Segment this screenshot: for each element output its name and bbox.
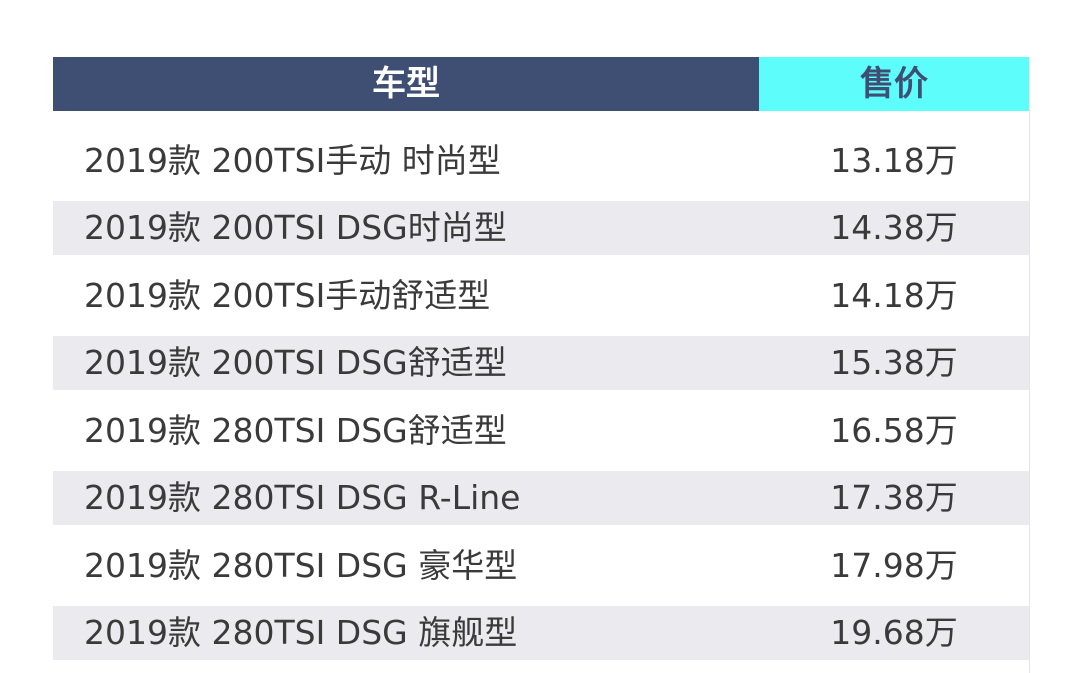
header-model: 车型 — [53, 57, 759, 111]
model-cell: 2019款 200TSI手动 时尚型 — [84, 141, 501, 180]
table-header: 车型 售价 — [53, 57, 1029, 111]
price-table: 车型 售价 2019款 200TSI手动 时尚型 13.18万 2019款 20… — [53, 57, 1030, 673]
model-cell: 2019款 280TSI DSG 旗舰型 — [84, 613, 518, 652]
table-row: 2019款 280TSI DSG 旗舰型 19.68万 — [53, 606, 1029, 660]
model-cell: 2019款 200TSI DSG时尚型 — [84, 208, 507, 247]
model-cell: 2019款 280TSI DSG R-Line — [84, 478, 521, 517]
model-cell: 2019款 200TSI DSG舒适型 — [84, 343, 507, 382]
table-row: 2019款 200TSI DSG时尚型 14.38万 — [53, 201, 1029, 255]
header-price: 售价 — [759, 57, 1029, 111]
table-row: 2019款 280TSI DSG 豪华型 17.98万 — [53, 539, 1029, 593]
model-cell: 2019款 280TSI DSG 豪华型 — [84, 546, 518, 585]
price-cell: 15.38万 — [830, 343, 958, 382]
price-cell: 16.58万 — [830, 411, 958, 450]
price-cell: 14.18万 — [830, 276, 958, 315]
price-cell: 13.18万 — [830, 141, 958, 180]
price-cell: 17.38万 — [830, 478, 958, 517]
table-row: 2019款 200TSI手动 时尚型 13.18万 — [53, 134, 1029, 188]
table-row: 2019款 200TSI DSG舒适型 15.38万 — [53, 336, 1029, 390]
model-cell: 2019款 280TSI DSG舒适型 — [84, 411, 507, 450]
price-cell: 19.68万 — [830, 613, 958, 652]
model-cell: 2019款 200TSI手动舒适型 — [84, 276, 491, 315]
table-row: 2019款 280TSI DSG舒适型 16.58万 — [53, 404, 1029, 458]
table-row: 2019款 200TSI手动舒适型 14.18万 — [53, 269, 1029, 323]
price-cell: 14.38万 — [830, 208, 958, 247]
table-row: 2019款 280TSI DSG R-Line 17.38万 — [53, 471, 1029, 525]
price-cell: 17.98万 — [830, 546, 958, 585]
